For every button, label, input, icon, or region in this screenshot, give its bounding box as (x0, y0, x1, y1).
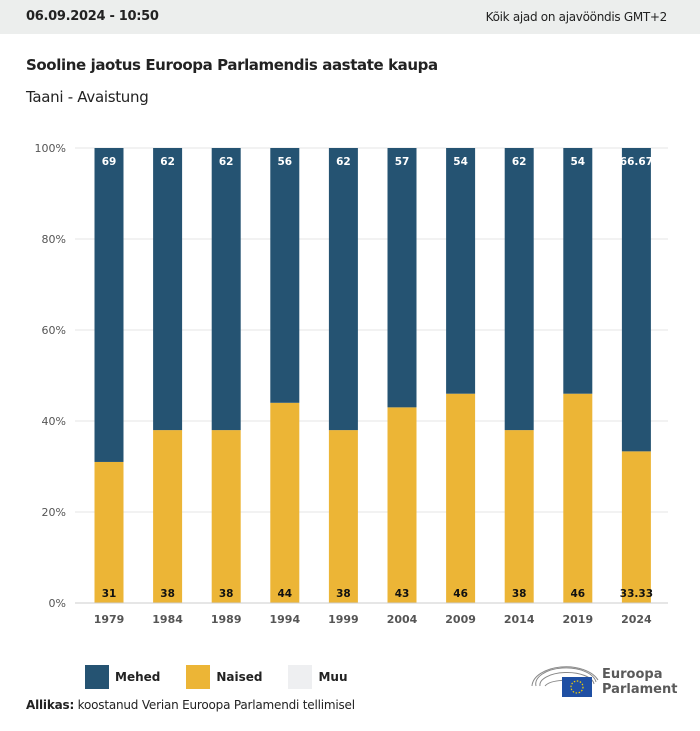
data-label-naised: 43 (395, 588, 410, 600)
timezone-note: Kõik ajad on ajavööndis GMT+2 (485, 10, 668, 24)
data-label-naised: 38 (160, 588, 175, 600)
bar-mehed (621, 148, 651, 452)
bar-mehed (270, 148, 300, 403)
logo-text: Euroopa Parlament (602, 667, 678, 697)
y-tick-label: 40% (42, 415, 66, 428)
bar-naised (446, 393, 476, 603)
bar-naised (563, 393, 593, 603)
data-label-naised: 33.33 (620, 588, 653, 600)
legend-label: Muu (318, 670, 348, 684)
x-tick-label: 2024 (621, 613, 652, 626)
legend-item-mehed: Mehed (85, 665, 160, 689)
bar-naised (387, 407, 417, 603)
bar-naised (211, 430, 241, 603)
bar-mehed (328, 148, 358, 431)
source-text: koostanud Verian Euroopa Parlamendi tell… (77, 698, 355, 712)
bar-naised (94, 461, 124, 603)
data-label-mehed: 57 (395, 156, 410, 168)
data-label-mehed: 56 (277, 156, 292, 168)
data-label-mehed: 62 (219, 156, 234, 168)
chart-subtitle: Taani - Avaistung (26, 88, 149, 106)
data-label-mehed: 62 (512, 156, 527, 168)
x-tick-label: 2014 (504, 613, 535, 626)
bar-mehed (563, 148, 593, 394)
top-bar: 06.09.2024 - 10:50 Kõik ajad on ajavöönd… (0, 0, 700, 34)
bar-mehed (387, 148, 417, 408)
data-label-naised: 46 (453, 588, 468, 600)
data-label-naised: 38 (336, 588, 351, 600)
chart: 0% 20% 40% 60% 80% 100% 69 31 1979 62 38 1984 62 38 19… (35, 142, 668, 626)
source-note: Allikas: koostanud Verian Euroopa Parlam… (26, 698, 355, 712)
bar-naised (504, 430, 534, 603)
data-label-mehed: 62 (336, 156, 351, 168)
data-label-mehed: 69 (102, 156, 117, 168)
data-label-naised: 46 (570, 588, 585, 600)
data-label-mehed: 54 (570, 156, 585, 168)
legend-item-naised: Naised (186, 665, 262, 689)
bar-mehed (504, 148, 534, 431)
x-tick-label: 1989 (211, 613, 242, 626)
y-tick-label: 60% (42, 324, 66, 337)
y-tick-label: 80% (42, 233, 66, 246)
x-tick-label: 1979 (94, 613, 125, 626)
bar-mehed (94, 148, 124, 462)
bar-mehed (153, 148, 183, 431)
legend-swatch (85, 665, 109, 689)
y-tick-label: 100% (35, 142, 66, 155)
x-tick-label: 2009 (445, 613, 476, 626)
data-label-mehed: 62 (160, 156, 175, 168)
legend-label: Mehed (115, 670, 161, 684)
european-parliament-logo (531, 666, 599, 697)
data-label-mehed: 54 (453, 156, 468, 168)
data-label-naised: 38 (219, 588, 234, 600)
chart-title: Sooline jaotus Euroopa Parlamendis aasta… (26, 56, 438, 74)
bar-naised (270, 402, 300, 603)
legend-label: Naised (216, 670, 263, 684)
x-tick-label: 2019 (562, 613, 593, 626)
x-tick-label: 1994 (269, 613, 300, 626)
datetime: 06.09.2024 - 10:50 (26, 9, 159, 24)
legend: Mehed Naised Muu (85, 665, 364, 689)
y-tick-label: 20% (42, 506, 66, 519)
x-tick-label: 2004 (387, 613, 418, 626)
bar-mehed (446, 148, 476, 394)
legend-swatch (288, 665, 313, 689)
y-tick-label: 0% (49, 597, 66, 610)
data-label-mehed: 66.67 (620, 156, 653, 168)
data-label-naised: 38 (512, 588, 527, 600)
bar-naised (328, 430, 358, 603)
x-tick-label: 1984 (152, 613, 183, 626)
x-tick-label: 1999 (328, 613, 359, 626)
bar-mehed (211, 148, 241, 431)
source-label: Allikas: (26, 698, 75, 712)
data-label-naised: 31 (102, 588, 117, 600)
legend-swatch (186, 665, 211, 689)
bar-naised (153, 430, 183, 603)
data-label-naised: 44 (277, 588, 292, 600)
legend-item-muu: Muu (288, 665, 348, 689)
bar-naised (621, 451, 651, 603)
